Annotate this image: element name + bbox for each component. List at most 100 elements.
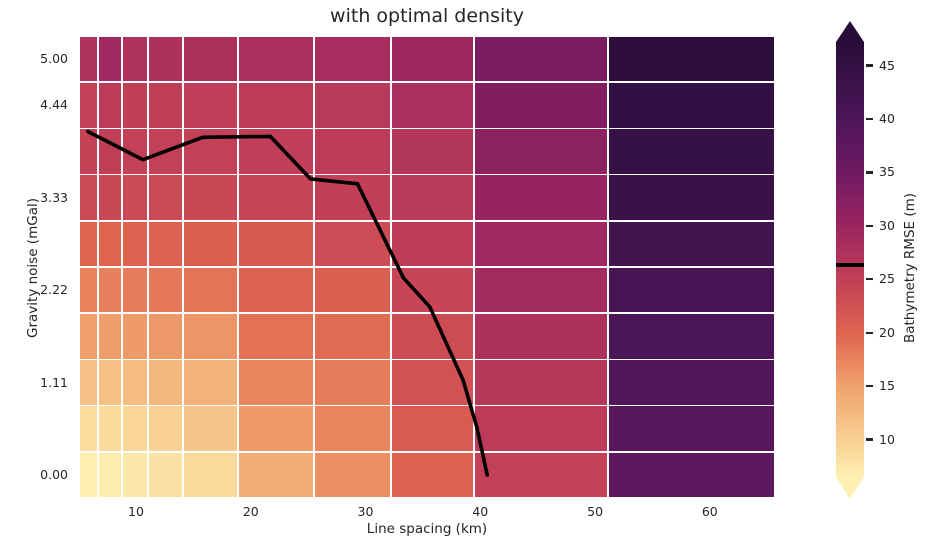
x-tick-label: 50 [587,504,604,519]
heatmap-cell [608,221,775,267]
y-tick-label: 0.00 [40,466,68,482]
colorbar-tick-label: 30 [879,217,895,233]
heatmap-cell [314,267,391,313]
heatmap-cell [98,221,122,267]
heatmap-cell [122,175,148,220]
colorbar-tick-label: 45 [879,57,895,73]
heatmap-cell [608,406,775,451]
heatmap-cell [148,360,183,405]
heatmap-cell [79,221,98,267]
colorbar-tick-mark [866,224,873,227]
colorbar-reference-line [836,263,864,268]
heatmap-cell [148,175,183,220]
heatmap-cell [238,129,314,174]
heatmap-cell [391,452,474,498]
colorbar-tick-label: 35 [879,164,895,180]
heatmap-cell [183,36,238,82]
heatmap-cell [122,36,148,82]
heatmap-cell [148,129,183,174]
heatmap-plot-area [79,36,775,498]
colorbar-tick-label: 10 [879,431,895,447]
heatmap-cell [79,314,98,359]
heatmap-cell [314,175,391,220]
heatmap-cell [474,360,608,405]
y-tick-label: 1.11 [40,374,68,390]
colorbar-tick-mark [866,278,873,281]
heatmap-cell [391,360,474,405]
heatmap-cell [122,406,148,451]
heatmap-cell [238,406,314,451]
heatmap-cell [474,221,608,267]
colorbar-tick-label: 25 [879,271,895,287]
y-tick-label: 2.22 [40,282,68,298]
heatmap-cell [238,314,314,359]
heatmap-cell [98,406,122,451]
heatmap-cell [122,314,148,359]
heatmap-cell [238,452,314,498]
x-tick-label: 30 [357,504,374,519]
heatmap-cell [608,267,775,313]
heatmap-cell [79,267,98,313]
heatmap-cell [98,314,122,359]
colorbar-tick-mark [866,385,873,388]
heatmap-cell [122,83,148,128]
heatmap-cell [474,267,608,313]
heatmap-cell [148,452,183,498]
heatmap-cell [183,221,238,267]
heatmap-cell [183,267,238,313]
heatmap-cell [314,452,391,498]
heatmap-cell [391,36,474,82]
heatmap-cell [148,36,183,82]
colorbar-tick-mark [866,171,873,174]
heatmap-cell [98,452,122,498]
heatmap-cell [314,360,391,405]
heatmap-cell [608,83,775,128]
heatmap-cell [314,221,391,267]
heatmap-cell [391,267,474,313]
heatmap-cell [608,129,775,174]
heatmap-cell [474,83,608,128]
y-tick-label: 5.00 [40,51,68,67]
colorbar-tick-mark [866,64,873,67]
heatmap-cell [148,267,183,313]
heatmap-cell [314,129,391,174]
colorbar-extend-min-arrow [836,477,864,499]
heatmap-cell [98,267,122,313]
heatmap-cell [238,267,314,313]
heatmap-cell [122,221,148,267]
heatmap-cell [148,314,183,359]
heatmap-cell [183,452,238,498]
colorbar-tick-mark [866,438,873,441]
heatmap-cell [122,452,148,498]
heatmap-cell [148,83,183,128]
colorbar-tick-label: 40 [879,111,895,126]
heatmap-cell [98,360,122,405]
heatmap-cell [79,36,98,82]
heatmap-cell [314,83,391,128]
heatmap-cell [79,83,98,128]
heatmap-cell [148,406,183,451]
heatmap-cell [79,175,98,220]
colorbar-tick-mark [866,331,873,334]
x-tick-label: 10 [128,504,144,519]
heatmap-cell [183,83,238,128]
colorbar-tick-label: 15 [879,378,895,394]
heatmap-cell [148,221,183,267]
heatmap-cell [474,175,608,220]
heatmap-cell [98,129,122,174]
heatmap-cell [474,452,608,498]
heatmap-cell [183,406,238,451]
heatmap-cell [238,83,314,128]
heatmap-cell [608,360,775,405]
x-tick-label: 20 [242,504,259,519]
heatmap-cell [98,175,122,220]
heatmap-cell [391,83,474,128]
heatmap-cell [183,360,238,405]
heatmap-cell [608,452,775,498]
heatmap-cell [79,129,98,174]
heatmap-cell [238,175,314,220]
heatmap-cell [314,314,391,359]
y-axis-label: Gravity noise (mGal) [25,198,41,338]
heatmap-cell [79,360,98,405]
y-tick-label: 3.33 [40,189,68,205]
